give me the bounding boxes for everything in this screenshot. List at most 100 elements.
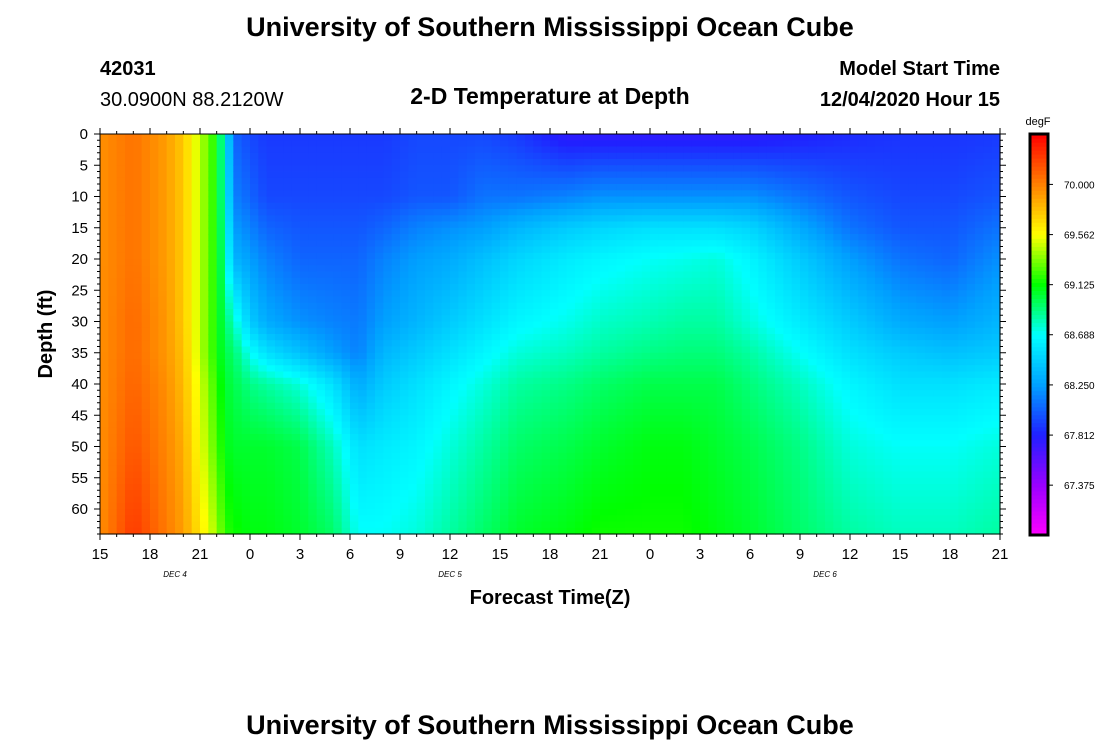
heatmap-cell [216, 327, 226, 335]
heatmap-cell [633, 421, 643, 429]
heatmap-cell [341, 459, 351, 466]
heatmap-cell [733, 390, 743, 398]
heatmap-cell [491, 346, 501, 354]
heatmap-cell [566, 390, 576, 398]
heatmap-cell [616, 271, 626, 279]
heatmap-cell [150, 290, 159, 298]
heatmap-cell [216, 496, 226, 504]
heatmap-cell [100, 484, 109, 491]
heatmap-cell [433, 427, 443, 435]
heatmap-cell [475, 302, 484, 310]
heatmap-cell [108, 484, 118, 491]
heatmap-cell [500, 377, 509, 385]
heatmap-cell [691, 146, 701, 154]
heatmap-cell [200, 190, 209, 198]
heatmap-cell [283, 334, 293, 341]
heatmap-cell [141, 396, 151, 404]
heatmap-cell [591, 146, 601, 154]
heatmap-cell [308, 252, 318, 260]
heatmap-cell [241, 221, 251, 229]
heatmap-cell [550, 415, 559, 423]
heatmap-cell [108, 365, 118, 373]
heatmap-cell [158, 221, 168, 229]
heatmap-cell [141, 465, 151, 473]
heatmap-cell [466, 359, 476, 366]
heatmap-cell [591, 365, 601, 373]
heatmap-cell [700, 171, 709, 179]
heatmap-cell [250, 202, 259, 210]
heatmap-cell [291, 215, 301, 223]
heatmap-cell [675, 284, 684, 291]
heatmap-cell [666, 177, 676, 185]
heatmap-cell [450, 327, 459, 335]
heatmap-cell [483, 527, 493, 535]
heatmap-cell [216, 434, 226, 441]
heatmap-cell [391, 284, 401, 291]
heatmap-cell [366, 152, 376, 160]
heatmap-cell [433, 334, 443, 341]
heatmap-cell [258, 396, 268, 404]
heatmap-cell [375, 265, 384, 273]
heatmap-cell [291, 452, 301, 460]
heatmap-cell [483, 496, 493, 504]
heatmap-cell [600, 134, 609, 141]
heatmap-cell [383, 477, 393, 485]
heatmap-cell [658, 371, 668, 379]
heatmap-cell [650, 446, 659, 454]
heatmap-cell [616, 340, 626, 348]
heatmap-cell [241, 284, 251, 291]
heatmap-cell [608, 421, 618, 429]
heatmap-cell [166, 146, 176, 154]
station-location: 30.0900N 88.2120W [100, 89, 284, 111]
heatmap-cell [483, 396, 493, 404]
heatmap-cell [716, 496, 726, 504]
heatmap-cell [650, 234, 659, 241]
heatmap-cell [716, 390, 726, 398]
heatmap-cell [616, 184, 626, 191]
heatmap-cell [541, 459, 551, 466]
heatmap-cell [500, 415, 509, 423]
heatmap-cell [708, 271, 718, 279]
heatmap-cell [275, 371, 284, 379]
heatmap-cell [108, 496, 118, 504]
heatmap-cell [591, 209, 601, 216]
heatmap-cell [591, 390, 601, 398]
heatmap-cell [525, 296, 534, 304]
heatmap-cell [566, 490, 576, 498]
heatmap-cell [416, 340, 426, 348]
heatmap-cell [483, 227, 493, 235]
heatmap-cell [350, 277, 359, 285]
heatmap-cell [441, 396, 451, 404]
heatmap-cell [275, 471, 284, 479]
heatmap-cell [150, 265, 159, 273]
heatmap-cell [150, 315, 159, 323]
heatmap-cell [125, 221, 134, 229]
heatmap-cell [283, 184, 293, 191]
heatmap-cell [250, 171, 259, 179]
heatmap-cell [241, 459, 251, 466]
heatmap-cell [158, 490, 168, 498]
heatmap-cell [450, 321, 459, 329]
heatmap-cell [283, 346, 293, 354]
heatmap-cell [300, 477, 309, 485]
heatmap-cell [675, 352, 684, 360]
heatmap-cell [133, 177, 143, 185]
heatmap-cell [133, 152, 143, 160]
heatmap-cell [125, 165, 134, 173]
heatmap-cell [508, 402, 518, 410]
heatmap-cell [741, 152, 751, 160]
heatmap-cell [391, 302, 401, 310]
heatmap-cell [416, 202, 426, 210]
heatmap-cell [275, 271, 284, 279]
heatmap-cell [566, 384, 576, 391]
heatmap-cell [508, 427, 518, 435]
heatmap-cell [541, 196, 551, 204]
heatmap-cell [458, 509, 468, 516]
heatmap-cell [500, 515, 509, 523]
heatmap-cell [283, 371, 293, 379]
heatmap-cell [200, 421, 209, 429]
heatmap-cell [350, 340, 359, 348]
heatmap-cell [716, 221, 726, 229]
heatmap-cell [700, 359, 709, 366]
heatmap-cell [358, 340, 368, 348]
